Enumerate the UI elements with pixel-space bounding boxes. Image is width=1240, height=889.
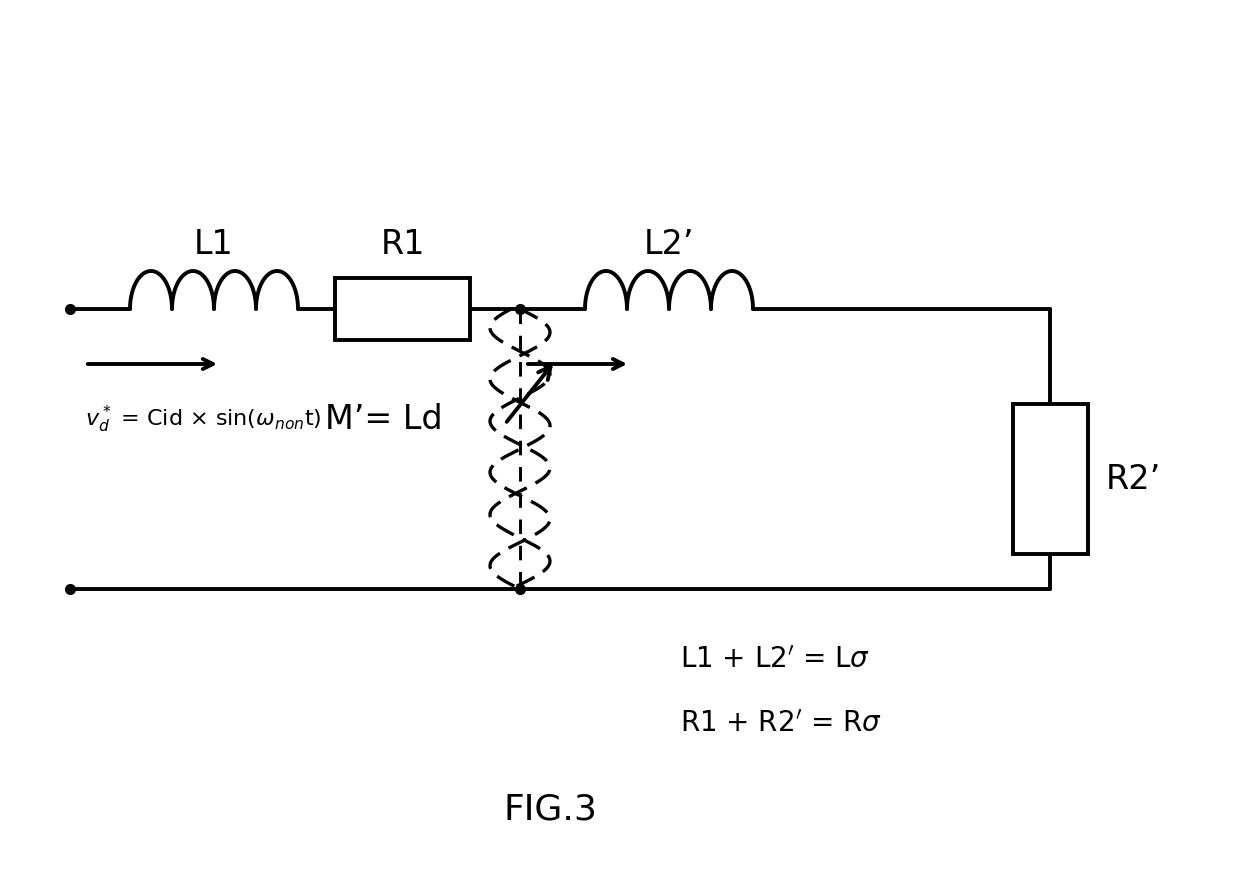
Text: L2’: L2’ bbox=[644, 228, 694, 260]
Text: R1 + R2$'$ = R$\sigma$: R1 + R2$'$ = R$\sigma$ bbox=[680, 710, 882, 738]
Text: $v_d^*$ = Cid $\times$ sin($\omega_{non}$t): $v_d^*$ = Cid $\times$ sin($\omega_{non}… bbox=[86, 404, 321, 436]
Text: M’= Ld: M’= Ld bbox=[325, 403, 443, 436]
Bar bbox=[335, 278, 470, 340]
Text: R1: R1 bbox=[381, 228, 425, 260]
Text: L1 + L2$'$ = L$\sigma$: L1 + L2$'$ = L$\sigma$ bbox=[680, 645, 870, 673]
Text: FIG.3: FIG.3 bbox=[503, 792, 596, 826]
Text: L1: L1 bbox=[195, 228, 234, 260]
Bar bbox=[1013, 404, 1087, 554]
Text: R2’: R2’ bbox=[1106, 462, 1161, 495]
